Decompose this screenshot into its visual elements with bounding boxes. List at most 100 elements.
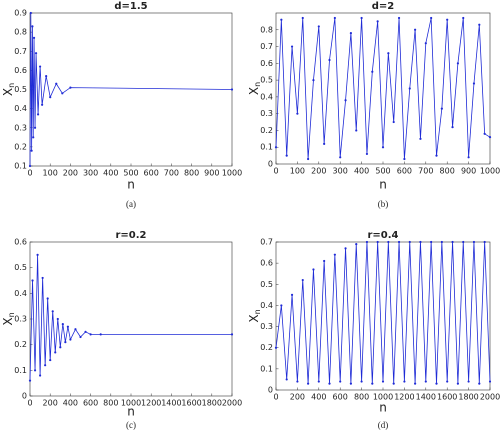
x-tick-label: 1400 — [161, 399, 181, 408]
x-tick-label: 500 — [123, 169, 138, 178]
y-tick-label: 0.8 — [14, 28, 27, 37]
point — [376, 20, 379, 23]
point — [274, 346, 278, 349]
point — [66, 325, 69, 328]
x-tick-label: 1000 — [373, 393, 393, 402]
x-axis-label: n — [127, 178, 135, 192]
point — [230, 88, 234, 91]
y-tick-label: 0.9 — [14, 9, 27, 18]
y-tick-label: 0.1 — [14, 366, 27, 375]
point — [371, 70, 374, 73]
point — [61, 323, 64, 326]
point — [467, 156, 470, 159]
point — [483, 132, 486, 135]
point — [333, 16, 336, 20]
x-tick-label: 1600 — [181, 399, 201, 408]
chart-title: r=0.4 — [367, 230, 398, 241]
chart-title: r=0.2 — [115, 230, 146, 241]
point — [45, 75, 48, 78]
point — [69, 86, 72, 89]
x-tick-label: 700 — [418, 167, 433, 176]
point — [339, 380, 342, 383]
point — [488, 136, 492, 139]
point — [31, 279, 34, 282]
x-tick-label: 0 — [273, 167, 278, 176]
point — [344, 99, 347, 102]
y-tick-label: 0.2 — [260, 126, 273, 135]
x-tick-label: 900 — [204, 169, 219, 178]
y-tick-label: 0.4 — [14, 104, 27, 113]
point — [69, 338, 72, 341]
point — [280, 18, 283, 21]
y-tick-label: 0.3 — [260, 109, 273, 118]
point — [478, 382, 481, 385]
point — [317, 25, 320, 28]
point — [403, 380, 406, 383]
point — [419, 137, 422, 140]
x-tick-label: 1000 — [222, 169, 242, 178]
y-tick-label: 0.6 — [260, 59, 273, 68]
point — [280, 304, 283, 307]
y-tick-label: 0.4 — [260, 301, 273, 310]
point — [365, 240, 369, 244]
point — [301, 16, 304, 20]
point — [446, 18, 449, 21]
y-tick-label: 0.2 — [260, 343, 273, 352]
y-tick-label: 0.5 — [260, 280, 273, 289]
point — [478, 23, 481, 26]
x-tick-label: 600 — [83, 399, 98, 408]
y-axis-label-main: X — [1, 88, 15, 96]
y-axis-label-subscript: n — [253, 309, 262, 314]
x-tick-label: 1800 — [202, 399, 222, 408]
y-axis-label-subscript: n — [7, 312, 16, 317]
point — [33, 126, 37, 129]
point — [462, 240, 465, 244]
x-tick-label: 0 — [273, 393, 278, 402]
point — [430, 240, 433, 244]
point — [30, 149, 33, 152]
caption: (d) — [378, 420, 389, 430]
plot-area — [275, 241, 491, 391]
point — [32, 136, 35, 139]
y-tick-label: 0.5 — [14, 263, 27, 272]
y-axis-label-subscript: n — [7, 83, 16, 88]
point — [301, 278, 304, 282]
y-tick-label: 0.4 — [14, 289, 27, 298]
point — [290, 293, 294, 296]
point — [435, 382, 438, 385]
point — [328, 382, 331, 385]
point — [296, 112, 299, 115]
point — [46, 297, 49, 300]
point — [371, 382, 374, 385]
caption: (b) — [378, 199, 389, 209]
point — [49, 96, 52, 99]
point — [381, 146, 385, 149]
point — [456, 382, 459, 385]
chart-title: d=1.5 — [114, 1, 147, 12]
y-tick-label: 0.3 — [260, 322, 273, 331]
point — [61, 92, 64, 95]
point — [451, 240, 454, 244]
x-tick-label: 0 — [27, 169, 32, 178]
y-tick-label: 0 — [22, 392, 27, 401]
x-axis-label: n — [379, 401, 387, 415]
point — [312, 268, 315, 271]
y-axis-label-subscript: n — [253, 82, 262, 87]
y-tick-label: 0.2 — [14, 340, 27, 349]
point — [414, 28, 417, 31]
x-tick-label: 100 — [290, 167, 305, 176]
point — [435, 154, 438, 157]
x-tick-label: 1200 — [394, 393, 414, 402]
y-tick-label: 0.1 — [14, 162, 27, 171]
point — [59, 346, 62, 349]
point — [440, 107, 443, 110]
point — [28, 164, 32, 168]
x-tick-label: 200 — [290, 393, 305, 402]
point — [323, 259, 326, 263]
point — [408, 240, 411, 244]
x-tick-label: 200 — [311, 167, 326, 176]
x-tick-label: 1800 — [458, 393, 478, 402]
point — [55, 82, 58, 85]
point — [307, 157, 310, 161]
y-axis-label: Xn — [1, 312, 16, 325]
